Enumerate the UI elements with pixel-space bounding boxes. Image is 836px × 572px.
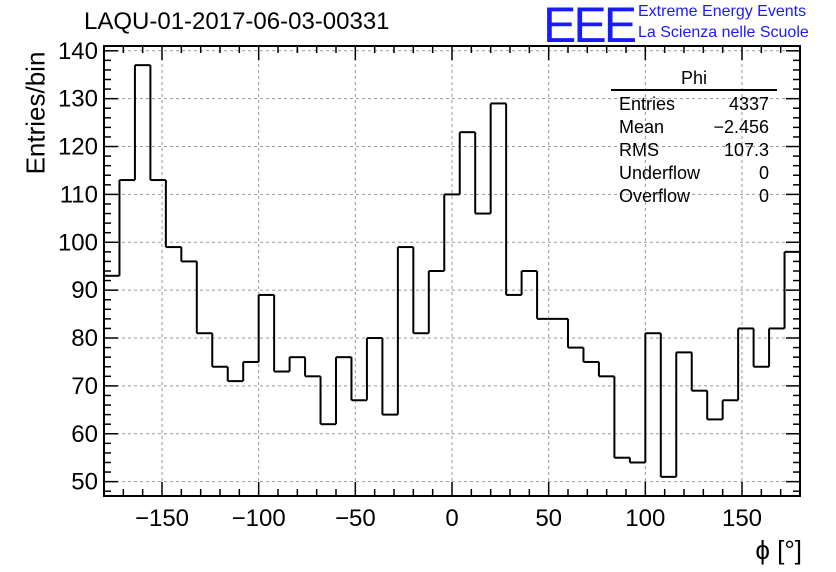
x-tick-label: −50 (335, 505, 376, 532)
stats-value: 0 (758, 186, 769, 206)
y-tick-label: 70 (71, 373, 98, 400)
y-tick-label: 80 (71, 325, 98, 352)
stats-row-overflow: Overflow 0 (611, 185, 777, 208)
stats-value: 4337 (728, 94, 769, 114)
x-tick-label: 150 (722, 505, 762, 532)
x-tick-label: −100 (232, 505, 286, 532)
stats-row-underflow: Underflow 0 (611, 162, 777, 185)
stats-label: Mean (619, 117, 665, 137)
y-tick-label: 130 (58, 86, 98, 113)
x-tick-label: 0 (445, 505, 458, 532)
y-tick-label: 60 (71, 421, 98, 448)
stats-box: Phi Entries 4337 Mean −2.456 RMS 107.3 U… (611, 68, 777, 208)
y-tick-label: 100 (58, 229, 98, 256)
x-tick-label: 100 (625, 505, 665, 532)
stats-row-rms: RMS 107.3 (611, 139, 777, 162)
stats-title: Phi (611, 68, 777, 91)
logo-line-2: La Scienza nelle Scuole (638, 24, 809, 41)
stats-row-entries: Entries 4337 (611, 93, 777, 116)
x-tick-label: −150 (135, 505, 189, 532)
stats-label: RMS (619, 140, 659, 160)
chart-title: LAQU-01-2017-06-03-00331 (84, 8, 390, 35)
y-axis-label: Entries/bin (20, 51, 51, 175)
x-axis-label: ϕ [°] (755, 535, 802, 565)
logo-line-1: Extreme Energy Events (638, 3, 807, 20)
x-tick-label: 50 (535, 505, 562, 532)
y-tick-label: 140 (58, 38, 98, 65)
stats-label: Overflow (619, 186, 691, 206)
stats-value: 107.3 (723, 140, 769, 160)
eee-logo: EEE (543, 0, 637, 53)
stats-row-mean: Mean −2.456 (611, 116, 777, 139)
y-tick-label: 110 (60, 181, 98, 208)
y-tick-label: 120 (58, 134, 98, 161)
stats-value: −2.456 (713, 117, 769, 137)
y-tick-label: 50 (71, 469, 98, 496)
stats-label: Entries (619, 94, 676, 114)
y-tick-label: 90 (71, 277, 98, 304)
stats-label: Underflow (619, 163, 701, 183)
stats-value: 0 (758, 163, 769, 183)
